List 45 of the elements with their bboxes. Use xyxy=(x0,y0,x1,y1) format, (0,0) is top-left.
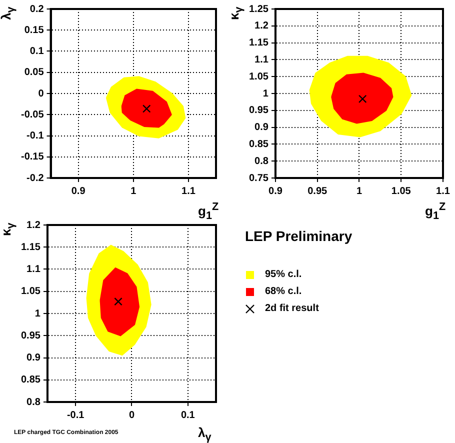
y-tick-label: 0.15 xyxy=(24,24,44,36)
x-tick-label: 0.9 xyxy=(268,186,283,197)
legend-label: 2d fit result xyxy=(265,303,319,314)
y-tick-label: 0.85 xyxy=(248,138,269,150)
y-tick-label: 0.1 xyxy=(30,46,44,57)
x-tick-label: 0.1 xyxy=(180,410,196,421)
y-tick-label: 0.05 xyxy=(24,67,44,78)
legend-label: 68% c.l. xyxy=(265,286,302,297)
y-tick-label: 0.9 xyxy=(26,352,41,364)
x-tick-label: 0.9 xyxy=(71,186,86,197)
x-tick-label: 1 xyxy=(356,186,362,197)
y-tick-label: -0.2 xyxy=(26,172,44,184)
y-tick-label: 1.15 xyxy=(248,38,269,49)
y-tick-label: 0 xyxy=(38,88,44,100)
y-tick-label: 1.1 xyxy=(26,264,41,275)
y-tick-label: 1.1 xyxy=(254,54,269,66)
y-tick-label: -0.05 xyxy=(20,109,44,120)
y-tick-label: 0.2 xyxy=(30,4,44,15)
x-tick-label: 1 xyxy=(130,186,137,197)
y-tick-label: 0.75 xyxy=(248,172,269,184)
x-tick-label: 1.1 xyxy=(182,186,196,197)
y-tick-label: 1.2 xyxy=(254,20,269,32)
x-tick-label: 0 xyxy=(128,410,135,421)
y-tick-label: 0.95 xyxy=(20,330,41,342)
x-axis-title: λ$_{γ}$ xyxy=(198,425,212,443)
y-tick-label: 1.05 xyxy=(248,71,269,82)
y-tick-label: -0.15 xyxy=(20,152,44,163)
x-tick-label: 1.05 xyxy=(391,186,412,197)
legend-title: LEP Preliminary xyxy=(245,228,352,244)
y-tick-label: 1.25 xyxy=(248,4,269,15)
y-tick-label: 1 xyxy=(34,308,41,320)
y-tick-label: 0.8 xyxy=(26,396,41,408)
x-tick-label: 0.95 xyxy=(308,186,328,197)
legend-label: 95% c.l. xyxy=(265,269,302,280)
y-tick-label: -0.1 xyxy=(26,130,44,142)
y-tick-label: 1.2 xyxy=(26,220,41,231)
y-tick-label: 0.85 xyxy=(20,374,41,386)
y-tick-label: 0.8 xyxy=(254,156,269,167)
x-tick-label: 1.1 xyxy=(436,186,450,197)
x-tick-label: -0.1 xyxy=(66,410,85,421)
y-tick-label: 0.95 xyxy=(248,105,269,116)
y-tick-label: 1.15 xyxy=(20,242,41,253)
y-tick-label: 1 xyxy=(262,88,269,100)
y-tick-label: 1.05 xyxy=(20,286,41,298)
y-tick-label: 0.9 xyxy=(254,122,269,134)
